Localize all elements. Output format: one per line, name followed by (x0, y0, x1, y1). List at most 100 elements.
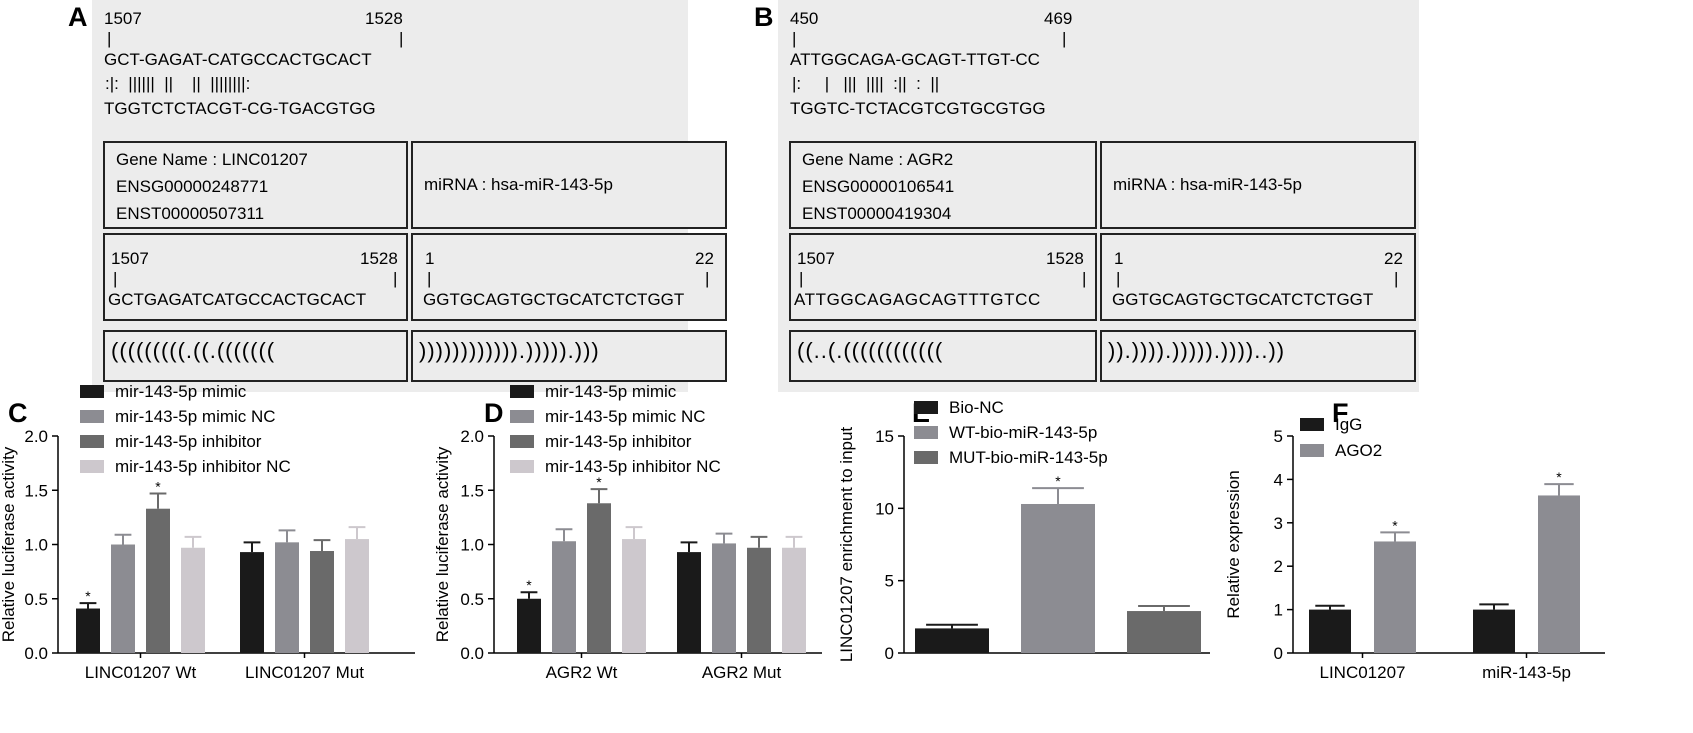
y-tick-label: 1.0 (460, 536, 484, 555)
y-tick-label: 0.5 (460, 590, 484, 609)
bar-mir-143-5p-mimic-nc (712, 543, 736, 653)
panel-b-mirna-box-start: 1 (1114, 249, 1124, 268)
panel-b-enst: ENST00000419304 (802, 204, 952, 223)
bar-ago2 (1374, 541, 1416, 653)
panel-c-label: C (8, 398, 28, 428)
panel-a-box-end: 1528 (360, 249, 398, 268)
panel-a-structure-right-box: )))))))))))).))))).))) (411, 330, 727, 382)
legend-label: mir-143-5p inhibitor NC (545, 457, 721, 476)
panel-b-structure-right-box: )).)))).))))).))))..)) (1100, 330, 1416, 382)
legend-swatch (510, 410, 534, 423)
x-tick-label: LINC01207 (1319, 663, 1405, 682)
legend-label: mir-143-5p mimic (545, 382, 677, 401)
panel-b-mirna-box-sequence: GGTGCAGTGCTGCATCTCTGGT (1112, 290, 1374, 309)
y-axis-label: Relative luciferase activity (433, 446, 452, 642)
panel-a-box-start-tick: | (113, 269, 118, 288)
panel-b-mirna-sequence: TGGTC-TCTACGTCGTGCGTGG (790, 99, 1046, 118)
y-tick-label: 2.0 (460, 427, 484, 446)
panel-a-match-line: :|: |||||| || || ||||||||: (105, 74, 251, 93)
panel-a-mirna-box-start-tick: | (427, 269, 432, 288)
y-tick-label: 0.0 (460, 644, 484, 663)
panel-a-top-start: 1507 (104, 9, 142, 28)
bar-mir-143-5p-inhibitor-nc (181, 547, 205, 653)
panel-b-label: B (754, 2, 774, 32)
panel-b-gene-info-box: Gene Name : AGR2 ENSG00000106541 ENST000… (789, 141, 1097, 229)
x-tick-label: AGR2 Wt (546, 663, 618, 682)
y-tick-label: 1.5 (460, 481, 484, 500)
panel-a-top-start-tick: | (107, 29, 112, 48)
panel-a-target-seq-box: 1507 1528 | | GCTGAGATCATGCCACTGCACT (103, 233, 408, 321)
panel-b-mirna-box-end: 22 (1384, 249, 1403, 268)
legend-swatch (510, 460, 534, 473)
panel-a-gene-name: Gene Name : LINC01207 (116, 150, 308, 169)
panel-a-mirna-box-sequence: GGTGCAGTGCTGCATCTCTGGT (423, 290, 685, 309)
bar-mir-143-5p-mimic (517, 598, 541, 653)
panel-b-ensg: ENSG00000106541 (802, 177, 955, 196)
panel-d-label: D (484, 398, 504, 428)
bar-mir-143-5p-inhibitor (747, 547, 771, 653)
panel-a-top-end-tick: | (399, 29, 404, 48)
y-tick-label: 0.5 (24, 590, 48, 609)
panel-b-mirna-box-start-tick: | (1116, 269, 1121, 288)
bar-mir-143-5p-inhibitor (146, 508, 170, 653)
panel-a-top-end: 1528 (365, 9, 403, 28)
chart-panel-f: F 0 1 2 3 4 5 Relative expression * * LINC01207 miR… (1224, 398, 1605, 682)
chart-panel-e: E051015LINC01207 enrichment to input*Bio… (837, 398, 1210, 663)
panel-a-structure-right: )))))))))))).))))).))) (419, 338, 600, 363)
panel-b-top-end-tick: | (1062, 29, 1067, 48)
legend-label: MUT-bio-miR-143-5p (949, 448, 1108, 467)
legend-label: mir-143-5p mimic NC (545, 407, 706, 426)
significance-marker: * (526, 577, 532, 593)
significance-marker: * (85, 588, 91, 604)
legend-swatch (914, 401, 938, 414)
panel-a-gene-info-box: Gene Name : LINC01207 ENSG00000248771 EN… (103, 141, 408, 229)
y-axis-label: Relative expression (1224, 470, 1243, 618)
panel-b-mirna-seq-box: 1 22 | | GGTGCAGTGCTGCATCTCTGGT (1100, 233, 1416, 321)
panel-b-top-end: 469 (1044, 9, 1073, 28)
bar-igg (1473, 609, 1515, 653)
panel-b-mirna-box-end-tick: | (1394, 269, 1399, 288)
bar-mir-143-5p-mimic-nc (275, 542, 299, 653)
legend-label: mir-143-5p inhibitor (545, 432, 692, 451)
panel-b-top-start-tick: | (792, 29, 797, 48)
legend-label: Bio-NC (949, 398, 1004, 417)
legend-swatch (914, 426, 938, 439)
y-axis-label: Relative luciferase activity (0, 446, 18, 642)
x-tick-label: LINC01207 Mut (245, 663, 364, 682)
legend-label: mir-143-5p mimic NC (115, 407, 276, 426)
bar-mir-143-5p-inhibitor (587, 503, 611, 653)
panel-f-label: F (1332, 398, 1349, 428)
legend-swatch (80, 385, 104, 398)
panel-a-mirna-box: miRNA : hsa-miR-143-5p (411, 141, 727, 229)
bar-mir-143-5p-inhibitor-nc (782, 547, 806, 653)
panel-b-mirna-name: miRNA : hsa-miR-143-5p (1113, 175, 1302, 194)
legend-swatch (510, 435, 534, 448)
y-tick-label: 1.0 (24, 536, 48, 555)
y-tick-label: 1 (1274, 601, 1283, 620)
significance-marker: * (596, 474, 602, 490)
panel-a-mirna-box-end-tick: | (705, 269, 710, 288)
panel-a-target-sequence: GCT-GAGAT-CATGCCACTGCACT (104, 50, 372, 69)
panel-b-box-start-tick: | (799, 269, 804, 288)
panel-a-label: A (68, 2, 88, 32)
panel-b-target-seq-box: 1507 1528 | | ATTGGCAGAGCAGTTTGTCC (789, 233, 1097, 321)
legend-label: mir-143-5p mimic (115, 382, 247, 401)
legend-swatch (1300, 418, 1324, 431)
bar-wt-bio-mir-143-5p (1021, 503, 1095, 653)
panel-a-mirna-box-start: 1 (425, 249, 435, 268)
panel-b-match-line: |: | ||| |||| :|| : || (792, 74, 940, 93)
significance-marker: * (155, 479, 161, 495)
bar-igg (1309, 609, 1351, 653)
panel-b-box-start: 1507 (797, 249, 835, 268)
significance-marker: * (1055, 473, 1061, 489)
bar-mir-143-5p-inhibitor (310, 551, 334, 653)
panel-a-mirna-name: miRNA : hsa-miR-143-5p (424, 175, 613, 194)
panel-b-box-sequence: ATTGGCAGAGCAGTTTGTCC (794, 290, 1041, 309)
legend-swatch (914, 451, 938, 464)
y-tick-label: 0.0 (24, 644, 48, 663)
panel-a-ensg: ENSG00000248771 (116, 177, 269, 196)
bar-mut-bio-mir-143-5p (1127, 611, 1201, 653)
bar-mir-143-5p-mimic (240, 552, 264, 653)
bar-bio-nc (915, 628, 989, 653)
panel-a-box-end-tick: | (393, 269, 398, 288)
